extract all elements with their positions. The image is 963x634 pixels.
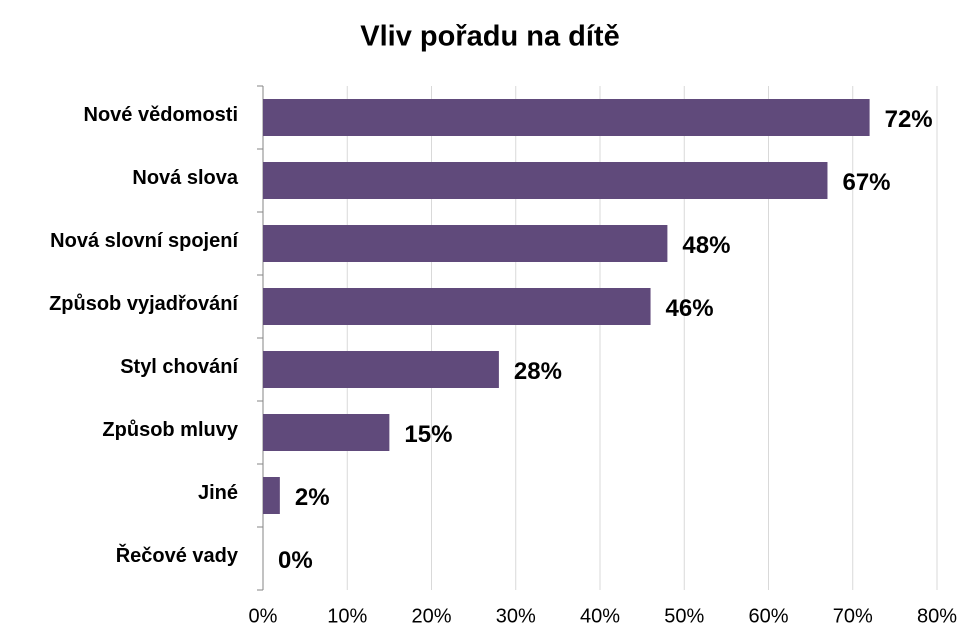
y-tick-label: Nová slova	[132, 167, 238, 189]
value-label: 15%	[404, 421, 452, 448]
x-tick-label: 20%	[411, 605, 451, 627]
value-label: 48%	[682, 232, 730, 259]
y-tick-label: Nové vědomosti	[84, 104, 238, 126]
x-tick-label: 70%	[833, 605, 873, 627]
x-tick-label: 60%	[748, 605, 788, 627]
bar	[263, 351, 499, 388]
x-tick-label: 0%	[249, 605, 278, 627]
y-tick-label: Styl chování	[120, 356, 239, 378]
y-tick-label: Nová slovní spojení	[50, 230, 239, 252]
value-label: 67%	[842, 169, 890, 196]
bar	[263, 162, 828, 199]
x-tick-label: 40%	[580, 605, 620, 627]
value-label: 0%	[278, 547, 313, 574]
chart-title: Vliv pořadu na dítě	[360, 21, 619, 53]
bar	[263, 225, 668, 262]
value-label: 46%	[666, 295, 714, 322]
value-label: 72%	[885, 106, 933, 133]
y-tick-label: Řečové vady	[116, 543, 239, 567]
value-label: 28%	[514, 358, 562, 385]
bar	[263, 99, 870, 136]
x-tick-label: 30%	[496, 605, 536, 627]
value-label: 2%	[295, 484, 330, 511]
bar	[263, 414, 390, 451]
x-tick-label: 10%	[327, 605, 367, 627]
bar	[263, 477, 280, 514]
y-tick-label: Způsob vyjadřování	[49, 293, 239, 315]
y-tick-label: Způsob mluvy	[102, 419, 238, 441]
x-tick-label: 50%	[664, 605, 704, 627]
bar	[263, 288, 651, 325]
x-tick-label: 80%	[917, 605, 957, 627]
y-tick-label: Jiné	[198, 482, 238, 504]
